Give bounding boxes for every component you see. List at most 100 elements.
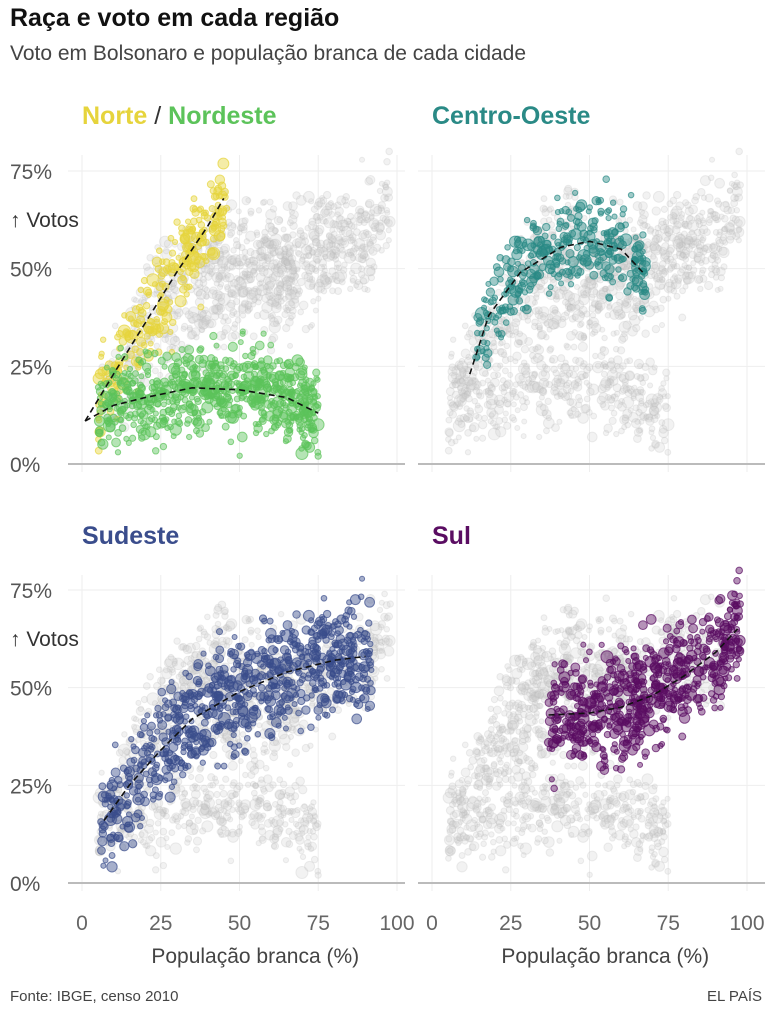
background-point bbox=[269, 246, 279, 257]
background-point bbox=[511, 388, 518, 395]
background-point bbox=[215, 815, 227, 827]
background-point bbox=[673, 217, 685, 229]
background-point bbox=[230, 278, 239, 288]
background-point bbox=[383, 675, 391, 682]
background-point bbox=[703, 280, 714, 291]
background-point bbox=[721, 214, 729, 223]
data-point-centro-oeste bbox=[605, 214, 612, 222]
background-point bbox=[243, 260, 250, 267]
background-point bbox=[312, 224, 320, 232]
data-point-centro-oeste bbox=[589, 270, 599, 280]
data-point-nordeste bbox=[181, 403, 188, 411]
data-point-centro-oeste bbox=[521, 241, 528, 248]
background-point bbox=[358, 229, 370, 242]
background-point bbox=[699, 175, 711, 187]
data-point-nordeste bbox=[234, 409, 243, 418]
data-point-centro-oeste bbox=[617, 235, 624, 242]
data-point-nordeste bbox=[240, 373, 248, 381]
background-point bbox=[662, 219, 670, 226]
background-point bbox=[560, 315, 567, 323]
data-point-nordeste bbox=[184, 344, 195, 355]
background-point bbox=[353, 282, 360, 289]
background-point bbox=[228, 263, 236, 271]
background-point bbox=[368, 215, 375, 222]
data-point-sudeste bbox=[179, 771, 187, 779]
background-point bbox=[250, 249, 261, 260]
background-point bbox=[269, 233, 283, 247]
data-point-nordeste bbox=[312, 368, 321, 377]
data-point-norte bbox=[163, 296, 170, 303]
background-point bbox=[448, 353, 455, 360]
data-point-nordeste bbox=[169, 423, 182, 436]
background-point bbox=[196, 313, 204, 321]
background-point bbox=[201, 820, 214, 833]
data-point-nordeste bbox=[249, 345, 257, 353]
background-point bbox=[284, 260, 291, 267]
background-point bbox=[166, 345, 174, 353]
background-point bbox=[275, 292, 282, 299]
background-point bbox=[709, 243, 716, 250]
background-point bbox=[272, 827, 283, 838]
background-point bbox=[533, 294, 540, 301]
background-point bbox=[314, 217, 322, 225]
background-point bbox=[524, 317, 532, 324]
data-point-centro-oeste bbox=[523, 216, 531, 224]
background-point bbox=[610, 409, 618, 417]
data-point-sudeste bbox=[97, 846, 106, 855]
background-point bbox=[572, 365, 580, 372]
data-point-sudeste bbox=[307, 723, 315, 732]
background-point bbox=[247, 207, 255, 216]
background-point bbox=[276, 261, 284, 268]
background-point bbox=[282, 257, 289, 264]
data-point-nordeste bbox=[171, 383, 179, 391]
background-point bbox=[161, 668, 173, 680]
data-point-norte bbox=[179, 285, 188, 294]
background-point bbox=[682, 283, 689, 290]
data-point-norte bbox=[173, 218, 181, 226]
data-point-nordeste bbox=[186, 360, 197, 371]
data-point-norte bbox=[190, 195, 198, 203]
background-point bbox=[614, 362, 621, 370]
background-point bbox=[731, 171, 738, 179]
data-point-nordeste bbox=[124, 402, 131, 409]
background-point bbox=[244, 258, 252, 266]
background-point bbox=[315, 224, 325, 235]
data-point-centro-oeste bbox=[638, 288, 645, 296]
background-point bbox=[541, 409, 548, 417]
data-point-nordeste bbox=[215, 396, 227, 408]
background-point bbox=[521, 418, 528, 425]
background-point bbox=[279, 780, 288, 789]
background-point bbox=[349, 274, 358, 283]
background-point bbox=[266, 198, 274, 206]
background-point bbox=[583, 379, 590, 386]
background-point bbox=[253, 231, 261, 239]
data-point-nordeste bbox=[227, 341, 238, 352]
background-point bbox=[333, 277, 341, 285]
background-point bbox=[506, 355, 514, 363]
background-point bbox=[546, 206, 553, 213]
background-point bbox=[349, 277, 356, 284]
background-point bbox=[565, 379, 572, 387]
background-point bbox=[243, 270, 251, 279]
background-point bbox=[316, 274, 330, 288]
data-point-nordeste bbox=[181, 396, 189, 404]
data-point-centro-oeste bbox=[526, 281, 535, 291]
background-point bbox=[469, 422, 480, 433]
background-point bbox=[192, 283, 199, 290]
background-point bbox=[325, 246, 332, 253]
data-point-nordeste bbox=[279, 361, 288, 370]
background-point bbox=[526, 380, 540, 394]
background-point bbox=[531, 371, 539, 379]
background-point bbox=[570, 343, 578, 351]
background-point bbox=[266, 295, 273, 302]
background-point bbox=[649, 242, 661, 254]
background-point bbox=[308, 230, 320, 242]
background-point bbox=[269, 205, 278, 213]
background-point bbox=[371, 225, 378, 233]
data-point-nordeste bbox=[195, 429, 205, 438]
data-point-sudeste bbox=[213, 729, 221, 736]
background-point bbox=[382, 241, 390, 250]
data-point-norte bbox=[157, 272, 166, 280]
data-point-centro-oeste bbox=[572, 189, 579, 196]
data-point-nordeste bbox=[174, 417, 183, 426]
